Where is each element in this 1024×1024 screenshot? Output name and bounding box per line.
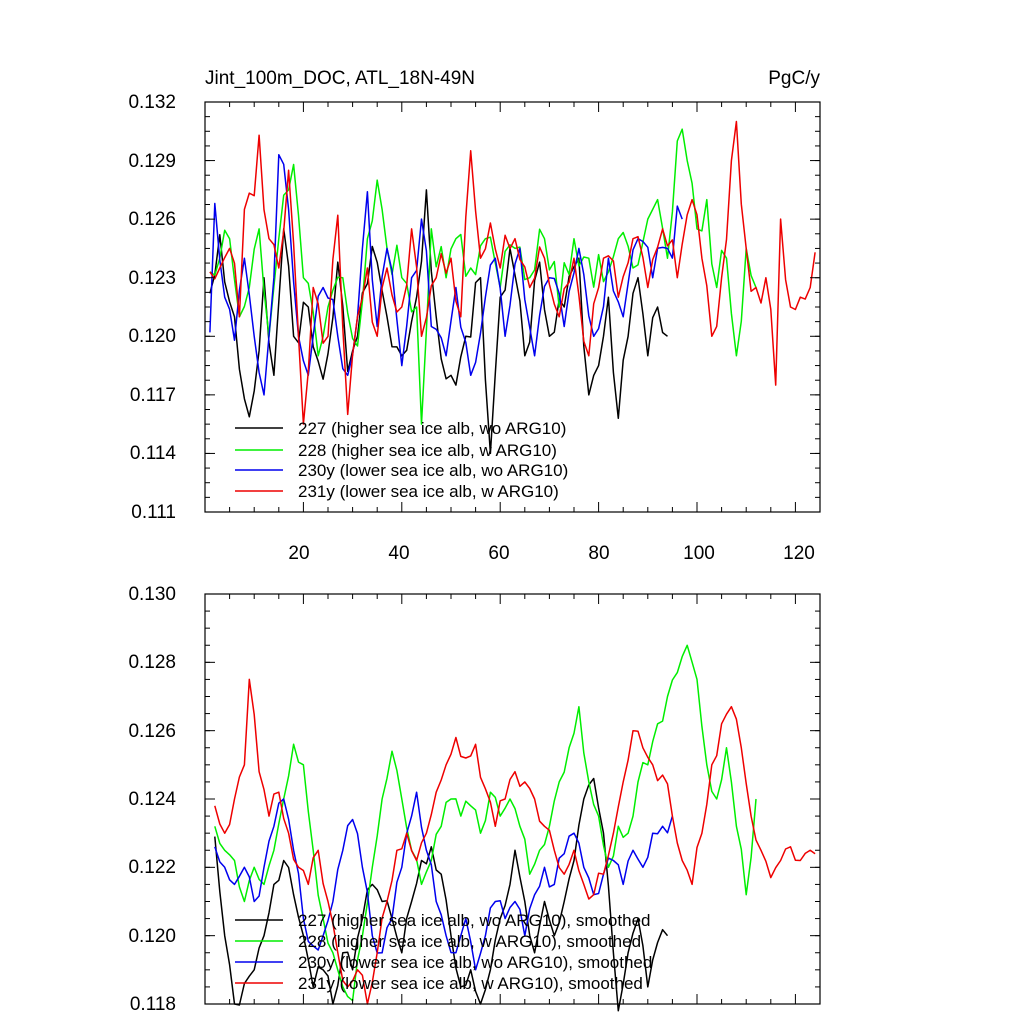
legend-label-231y: 231y (lower sea ice alb, w ARG10) [298, 482, 559, 501]
top-series-line-230y [209, 153, 683, 396]
top-ytick-label: 0.111 [131, 502, 176, 523]
chart-title: Jint_100m_DOC, ATL_18N-49N [205, 68, 475, 89]
bottom-ytick-label: 0.130 [128, 584, 176, 605]
top-ytick-label: 0.132 [128, 92, 176, 113]
top-xtick-label: 60 [488, 543, 509, 564]
top-ytick-label: 0.126 [128, 209, 176, 230]
legend-label-228: 228 (higher sea ice alb, w ARG10) [298, 441, 557, 460]
top-xtick-label: 120 [783, 543, 815, 564]
top-xtick-label: 20 [288, 543, 309, 564]
legend-label-230y: 230y (lower sea ice alb, wo ARG10), smoo… [298, 953, 652, 972]
bottom-ytick-label: 0.120 [128, 926, 176, 947]
top-ytick-label: 0.120 [128, 326, 176, 347]
bottom-series-line-230y [214, 791, 674, 971]
bottom-ytick-label: 0.124 [128, 789, 176, 810]
bottom-series-group [214, 644, 816, 1012]
top-ytick-label: 0.129 [128, 151, 176, 172]
top-ytick-label: 0.117 [130, 385, 176, 406]
legend-label-231y: 231y (lower sea ice alb, w ARG10), smoot… [298, 974, 643, 993]
legend-label-228: 228 (higher sea ice alb, w ARG10), smoot… [298, 932, 641, 951]
top-legend: 227 (higher sea ice alb, wo ARG10) 228 (… [235, 419, 568, 501]
top-series-line-231y [209, 120, 816, 425]
top-xtick-label: 100 [683, 543, 715, 564]
chart-units: PgC/y [768, 68, 820, 89]
top-series-group [209, 120, 816, 455]
top-series-line-227 [209, 189, 668, 455]
bottom-ytick-label: 0.118 [130, 994, 176, 1015]
legend-label-230y: 230y (lower sea ice alb, wo ARG10) [298, 461, 568, 480]
bottom-legend: 227 (higher sea ice alb, wo ARG10), smoo… [235, 911, 652, 993]
top-xtick-label: 80 [588, 543, 609, 564]
bottom-ytick-label: 0.122 [128, 857, 176, 878]
legend-label-227: 227 (higher sea ice alb, wo ARG10) [298, 419, 566, 438]
top-ytick-label: 0.114 [130, 443, 177, 464]
top-plot-frame [204, 101, 821, 513]
bottom-plot-frame [204, 593, 821, 1005]
top-series-line-228 [209, 128, 757, 425]
bottom-series-line-227 [214, 777, 669, 1012]
bottom-ytick-label: 0.128 [128, 652, 176, 673]
bottom-ytick-label: 0.126 [128, 721, 176, 742]
top-xtick-label: 40 [388, 543, 409, 564]
legend-label-227: 227 (higher sea ice alb, wo ARG10), smoo… [298, 911, 650, 930]
top-ytick-label: 0.123 [128, 268, 176, 289]
bottom-panel: 0.118 0.120 0.122 0.124 0.126 0.128 0.13… [128, 584, 821, 1015]
bottom-series-line-228 [214, 644, 757, 1002]
top-panel: 0.111 0.114 0.117 0.120 0.123 0.126 0.12… [128, 92, 821, 564]
bottom-series-line-231y [214, 678, 816, 1005]
